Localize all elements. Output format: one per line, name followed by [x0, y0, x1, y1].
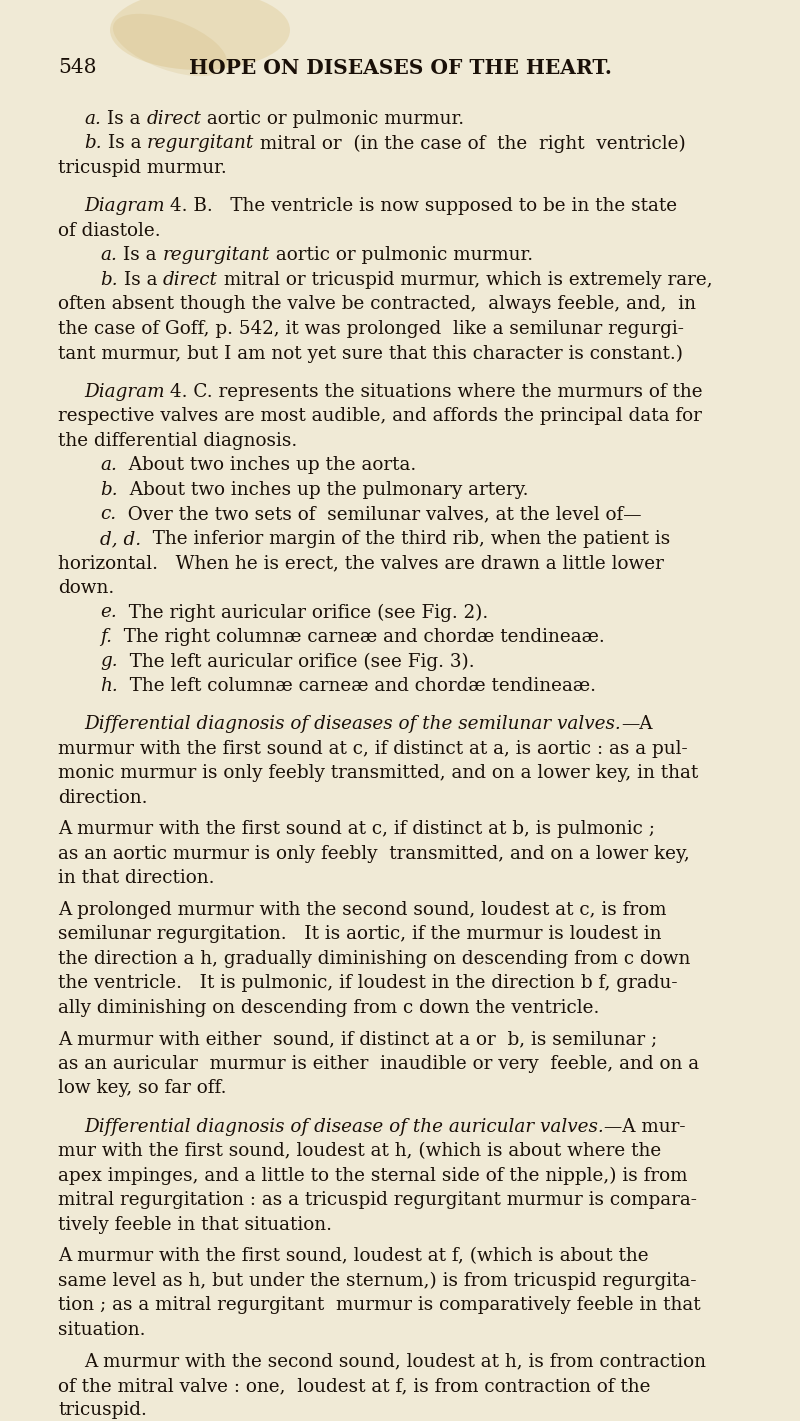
Text: direction.: direction.	[58, 789, 148, 807]
Text: the direction a h, gradually diminishing on descending from c down: the direction a h, gradually diminishing…	[58, 951, 690, 968]
Text: monic murmur is only feebly transmitted, and on a lower key, in that: monic murmur is only feebly transmitted,…	[58, 764, 698, 783]
Text: the ventricle.   It is pulmonic, if loudest in the direction b f, gradu-: the ventricle. It is pulmonic, if loudes…	[58, 975, 678, 992]
Text: e.: e.	[100, 604, 117, 621]
Text: low key, so far off.: low key, so far off.	[58, 1080, 227, 1097]
Text: The left auricular orifice (see Fig. 3).: The left auricular orifice (see Fig. 3).	[118, 652, 474, 671]
Text: ally diminishing on descending from c down the ventricle.: ally diminishing on descending from c do…	[58, 999, 600, 1017]
Text: d, d.: d, d.	[100, 530, 141, 549]
Text: tricuspid.: tricuspid.	[58, 1401, 147, 1420]
Text: Is a: Is a	[118, 271, 163, 288]
Text: b.: b.	[100, 480, 118, 499]
Text: same level as h, but under the sternum,) is from tricuspid regurgita-: same level as h, but under the sternum,)…	[58, 1272, 697, 1290]
Text: Diagram: Diagram	[84, 384, 165, 401]
Text: Differential diagnosis of diseases of the semilunar valves.: Differential diagnosis of diseases of th…	[84, 716, 621, 733]
Text: tion ; as a mitral regurgitant  murmur is comparatively feeble in that: tion ; as a mitral regurgitant murmur is…	[58, 1296, 701, 1314]
Text: mur with the first sound, loudest at h, (which is about where the: mur with the first sound, loudest at h, …	[58, 1142, 662, 1161]
Text: The inferior margin of the third rib, when the patient is: The inferior margin of the third rib, wh…	[141, 530, 670, 549]
Text: —A: —A	[621, 716, 652, 733]
Text: a.: a.	[100, 246, 117, 264]
Text: regurgitant: regurgitant	[147, 135, 254, 152]
Text: mitral or tricuspid murmur, which is extremely rare,: mitral or tricuspid murmur, which is ext…	[218, 271, 713, 288]
Text: situation.: situation.	[58, 1322, 146, 1339]
Text: 4. B.   The ventricle is now supposed to be in the state: 4. B. The ventricle is now supposed to b…	[165, 198, 678, 216]
Text: Diagram: Diagram	[84, 198, 165, 216]
Text: Over the two sets of  semilunar valves, at the level of—: Over the two sets of semilunar valves, a…	[116, 506, 642, 523]
Text: of the mitral valve : one,  loudest at f, is from contraction of the: of the mitral valve : one, loudest at f,…	[58, 1377, 651, 1395]
Text: murmur with the first sound at c, if distinct at a, is aortic : as a pul-: murmur with the first sound at c, if dis…	[58, 740, 688, 757]
Text: —A mur-: —A mur-	[604, 1118, 686, 1135]
Text: The right auricular orifice (see Fig. 2).: The right auricular orifice (see Fig. 2)…	[117, 604, 488, 622]
Text: as an aortic murmur is only feebly  transmitted, and on a lower key,: as an aortic murmur is only feebly trans…	[58, 845, 690, 863]
Text: mitral or  (in the case of  the  right  ventricle): mitral or (in the case of the right vent…	[254, 135, 686, 152]
Text: the case of Goff, p. 542, it was prolonged  like a semilunar regurgi-: the case of Goff, p. 542, it was prolong…	[58, 320, 684, 338]
Text: About two inches up the pulmonary artery.: About two inches up the pulmonary artery…	[118, 480, 528, 499]
Text: The right columnæ carneæ and chordæ tendineaæ.: The right columnæ carneæ and chordæ tend…	[112, 628, 605, 647]
Text: A murmur with the second sound, loudest at h, is from contraction: A murmur with the second sound, loudest …	[84, 1353, 706, 1370]
Text: a.: a.	[84, 109, 101, 128]
Text: as an auricular  murmur is either  inaudible or very  feeble, and on a: as an auricular murmur is either inaudib…	[58, 1054, 699, 1073]
Text: direct: direct	[163, 271, 218, 288]
Text: HOPE ON DISEASES OF THE HEART.: HOPE ON DISEASES OF THE HEART.	[189, 58, 611, 78]
Text: tively feeble in that situation.: tively feeble in that situation.	[58, 1216, 333, 1233]
Text: Differential diagnosis of disease of the auricular valves.: Differential diagnosis of disease of the…	[84, 1118, 604, 1135]
Text: About two inches up the aorta.: About two inches up the aorta.	[117, 456, 416, 475]
Text: b.: b.	[100, 271, 118, 288]
Text: A murmur with the first sound at c, if distinct at b, is pulmonic ;: A murmur with the first sound at c, if d…	[58, 820, 655, 838]
Text: mitral regurgitation : as a tricuspid regurgitant murmur is compara-: mitral regurgitation : as a tricuspid re…	[58, 1191, 698, 1209]
Ellipse shape	[113, 14, 227, 77]
Text: h.: h.	[100, 676, 118, 695]
Text: A murmur with the first sound, loudest at f, (which is about the: A murmur with the first sound, loudest a…	[58, 1248, 649, 1266]
Text: of diastole.: of diastole.	[58, 222, 161, 240]
Text: Is a: Is a	[101, 109, 146, 128]
Text: in that direction.: in that direction.	[58, 870, 215, 888]
Text: aortic or pulmonic murmur.: aortic or pulmonic murmur.	[201, 109, 464, 128]
Ellipse shape	[110, 0, 290, 70]
Text: semilunar regurgitation.   It is aortic, if the murmur is loudest in: semilunar regurgitation. It is aortic, i…	[58, 925, 662, 944]
Text: c.: c.	[100, 506, 116, 523]
Text: 548: 548	[58, 58, 97, 77]
Text: Is a: Is a	[102, 135, 147, 152]
Text: apex impinges, and a little to the sternal side of the nipple,) is from: apex impinges, and a little to the stern…	[58, 1167, 688, 1185]
Text: tant murmur, but I am not yet sure that this character is constant.): tant murmur, but I am not yet sure that …	[58, 344, 683, 362]
Text: the differential diagnosis.: the differential diagnosis.	[58, 432, 298, 450]
Text: aortic or pulmonic murmur.: aortic or pulmonic murmur.	[270, 246, 533, 264]
Text: regurgitant: regurgitant	[162, 246, 270, 264]
Text: b.: b.	[84, 135, 102, 152]
Text: horizontal.   When he is erect, the valves are drawn a little lower: horizontal. When he is erect, the valves…	[58, 554, 664, 573]
Text: g.: g.	[100, 652, 118, 671]
Text: f.: f.	[100, 628, 112, 647]
Text: A murmur with either  sound, if distinct at a or  b, is semilunar ;: A murmur with either sound, if distinct …	[58, 1030, 658, 1049]
Text: respective valves are most audible, and affords the principal data for: respective valves are most audible, and …	[58, 408, 702, 425]
Text: 4. C. represents the situations where the murmurs of the: 4. C. represents the situations where th…	[165, 384, 703, 401]
Text: A prolonged murmur with the second sound, loudest at c, is from: A prolonged murmur with the second sound…	[58, 901, 667, 919]
Text: direct: direct	[146, 109, 201, 128]
Text: down.: down.	[58, 578, 114, 597]
Text: a.: a.	[100, 456, 117, 475]
Text: Is a: Is a	[117, 246, 162, 264]
Text: tricuspid murmur.: tricuspid murmur.	[58, 159, 227, 178]
Text: The left columnæ carneæ and chordæ tendineaæ.: The left columnæ carneæ and chordæ tendi…	[118, 676, 596, 695]
Text: often absent though the valve be contracted,  always feeble, and,  in: often absent though the valve be contrac…	[58, 296, 696, 314]
